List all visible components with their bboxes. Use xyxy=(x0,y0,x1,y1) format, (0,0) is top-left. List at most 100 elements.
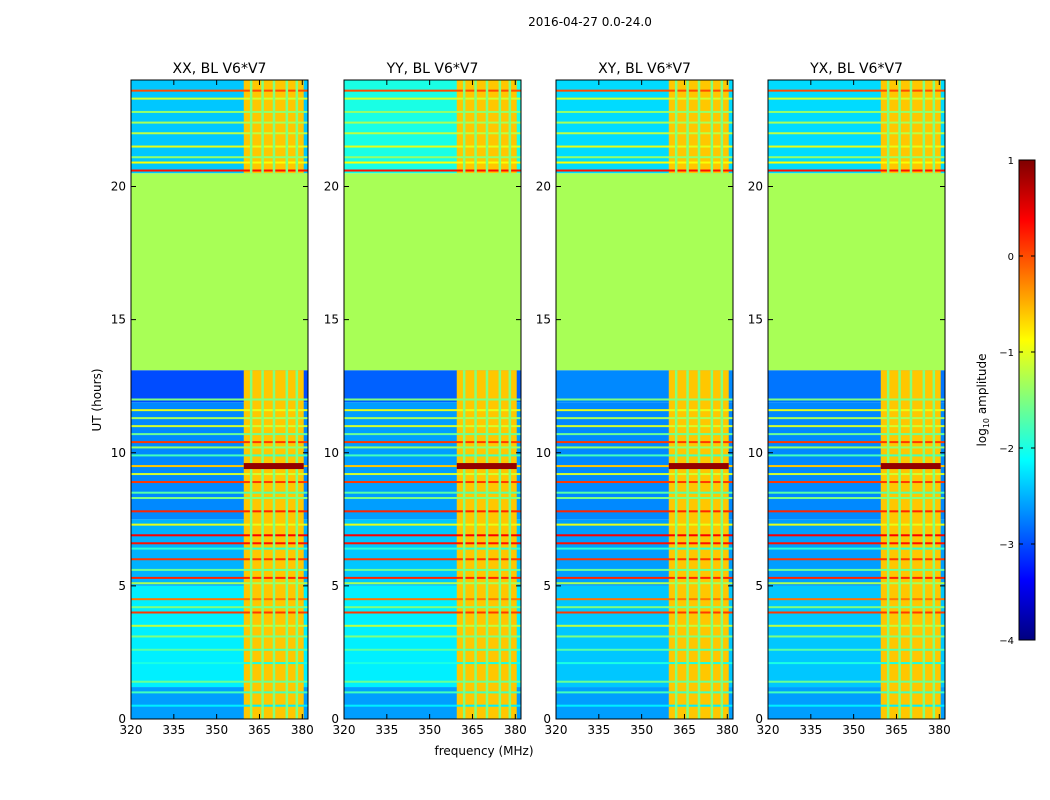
rfi-line xyxy=(768,568,945,571)
rfi-line xyxy=(556,121,733,124)
channel-gap xyxy=(462,80,466,174)
rfi-line xyxy=(768,481,945,484)
rfi-line xyxy=(556,481,733,484)
colorbar: 1 0 −1 −2 −3 −4 xyxy=(999,156,1036,647)
axes-frame xyxy=(343,79,522,720)
rfi-line xyxy=(556,97,733,100)
rfi-line xyxy=(344,417,521,420)
rfi-line xyxy=(344,582,521,585)
rfi-line xyxy=(768,534,945,537)
y-tick-label: 10 xyxy=(536,446,551,460)
rfi-line xyxy=(556,409,733,412)
rfi-line xyxy=(768,691,945,694)
rfi-line xyxy=(556,441,733,444)
rfi-line xyxy=(131,648,308,651)
panel-2: YY, BL V6*V7 320 335 350 365 380 0 5 10 15 20 xyxy=(324,61,527,737)
channel-gap xyxy=(485,80,489,174)
rfi-line xyxy=(768,132,945,135)
rfi-line xyxy=(768,648,945,651)
ut-band-6 xyxy=(768,173,945,371)
rfi-line xyxy=(556,662,733,665)
rfi-line xyxy=(556,425,733,428)
rfi-line xyxy=(768,606,945,609)
x-tick-label: 335 xyxy=(162,723,185,737)
rfi-line xyxy=(344,465,521,468)
rfi-line xyxy=(131,454,308,457)
x-tick-label: 365 xyxy=(673,723,696,737)
axes-frame xyxy=(767,79,946,720)
rfi-line xyxy=(768,454,945,457)
rfi-line xyxy=(131,606,308,609)
rfi-line xyxy=(344,691,521,694)
y-tick-label: 15 xyxy=(111,313,126,327)
channel-gap xyxy=(909,80,913,174)
channel-gap xyxy=(462,370,466,719)
rfi-line xyxy=(131,425,308,428)
x-tick-label: 335 xyxy=(375,723,398,737)
rfi-line xyxy=(768,156,945,159)
rfi-line xyxy=(556,398,733,401)
y-tick-label: 5 xyxy=(118,579,126,593)
channel-gap xyxy=(710,80,714,174)
channel-gap xyxy=(922,80,926,174)
rfi-line xyxy=(768,169,945,172)
rfi-line xyxy=(344,534,521,537)
rfi-line xyxy=(556,558,733,561)
rfi-line xyxy=(131,680,308,683)
rfi-line xyxy=(768,465,945,468)
panel-1: XX, BL V6*V7 320 335 350 365 380 0 5 10 15 20 xyxy=(111,61,314,737)
rfi-line xyxy=(344,598,521,601)
rfi-line xyxy=(344,680,521,683)
rfi-line xyxy=(131,691,308,694)
rfi-line xyxy=(344,454,521,457)
channel-gap xyxy=(686,370,689,719)
rfi-line xyxy=(768,161,945,164)
rfi-line xyxy=(768,497,945,500)
rfi-line xyxy=(131,161,308,164)
rfi-line xyxy=(344,409,521,412)
rfi-line xyxy=(344,542,521,545)
channel-gap xyxy=(474,80,477,174)
channel-gap xyxy=(508,80,512,174)
rfi-line xyxy=(556,161,733,164)
y-tick-label: 5 xyxy=(543,579,551,593)
panel-3: XY, BL V6*V7 320 335 350 365 380 0 5 10 15 20 xyxy=(536,61,739,737)
rfi-line xyxy=(344,481,521,484)
hot-spot xyxy=(243,463,304,470)
y-tick-label: 15 xyxy=(748,313,763,327)
rfi-line xyxy=(556,491,733,494)
rfi-line xyxy=(131,465,308,468)
rfi-line xyxy=(556,89,733,92)
rfi-line xyxy=(344,156,521,159)
panel-4: YX, BL V6*V7 320 335 350 365 380 0 5 10 15 20 xyxy=(748,61,951,737)
rfi-line xyxy=(768,558,945,561)
colorbar-tick-label: −2 xyxy=(999,444,1014,455)
rfi-line xyxy=(131,446,308,449)
rfi-line xyxy=(768,110,945,113)
y-tick-label: 10 xyxy=(324,446,339,460)
rfi-line xyxy=(768,547,945,550)
channel-gap xyxy=(261,370,264,719)
channel-gap xyxy=(249,370,253,719)
rfi-line xyxy=(768,473,945,476)
rfi-line xyxy=(768,576,945,579)
panel-title: YX, BL V6*V7 xyxy=(809,61,903,77)
rfi-line xyxy=(131,441,308,444)
y-tick-label: 5 xyxy=(331,579,339,593)
rfi-line xyxy=(556,547,733,550)
rfi-line xyxy=(556,582,733,585)
rfi-line xyxy=(556,433,733,436)
y-tick-label: 20 xyxy=(536,180,551,194)
colorbar-label-base: log xyxy=(975,428,989,446)
rfi-line xyxy=(131,704,308,707)
x-tick-label: 320 xyxy=(120,723,143,737)
channel-gap xyxy=(886,80,890,174)
y-axis-label: UT (hours) xyxy=(90,368,104,431)
rfi-line xyxy=(768,398,945,401)
rfi-line xyxy=(131,156,308,159)
channel-gap xyxy=(285,370,289,719)
channel-gap xyxy=(474,370,477,719)
rfi-line xyxy=(131,598,308,601)
x-tick-label: 380 xyxy=(716,723,739,737)
